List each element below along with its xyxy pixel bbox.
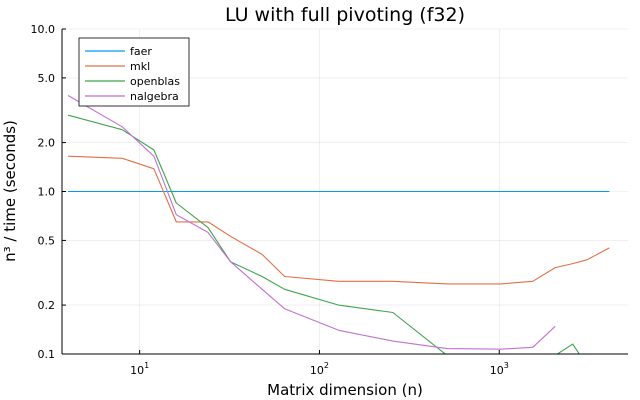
y-tick-label: 0.1 xyxy=(38,348,56,361)
series-layer xyxy=(67,95,610,354)
series-line-nalgebra xyxy=(67,95,556,350)
y-tick-label: 5.0 xyxy=(38,72,56,85)
x-tick-label: 102 xyxy=(310,361,329,377)
legend-label-nalgebra: nalgebra xyxy=(130,90,179,103)
legend-box xyxy=(78,37,190,107)
series-line-openblas xyxy=(67,114,580,354)
y-tick-label: 0.5 xyxy=(38,234,56,247)
y-tick-label: 2.0 xyxy=(38,137,56,150)
y-axis-ticks: 0.1 0.2 0.5 1.0 2.0 5.0 10.0 xyxy=(31,23,66,361)
x-axis-title: Matrix dimension (n) xyxy=(267,381,423,399)
x-axis-ticks: 101 102 103 xyxy=(130,350,509,377)
y-tick-label: 10.0 xyxy=(31,23,56,36)
y-axis-title: n³ / time (seconds) xyxy=(1,120,19,262)
legend-label-faer: faer xyxy=(130,45,152,58)
x-tick-label: 103 xyxy=(490,361,509,377)
legend-label-mkl: mkl xyxy=(130,60,150,73)
series-line-mkl xyxy=(68,155,610,285)
legend-label-openblas: openblas xyxy=(130,75,180,88)
y-tick-label: 0.2 xyxy=(38,299,56,312)
chart-title: LU with full pivoting (f32) xyxy=(225,4,465,26)
legend: faer mkl openblas nalgebra xyxy=(78,37,190,107)
x-tick-label: 101 xyxy=(130,361,149,377)
y-tick-label: 1.0 xyxy=(38,186,56,199)
